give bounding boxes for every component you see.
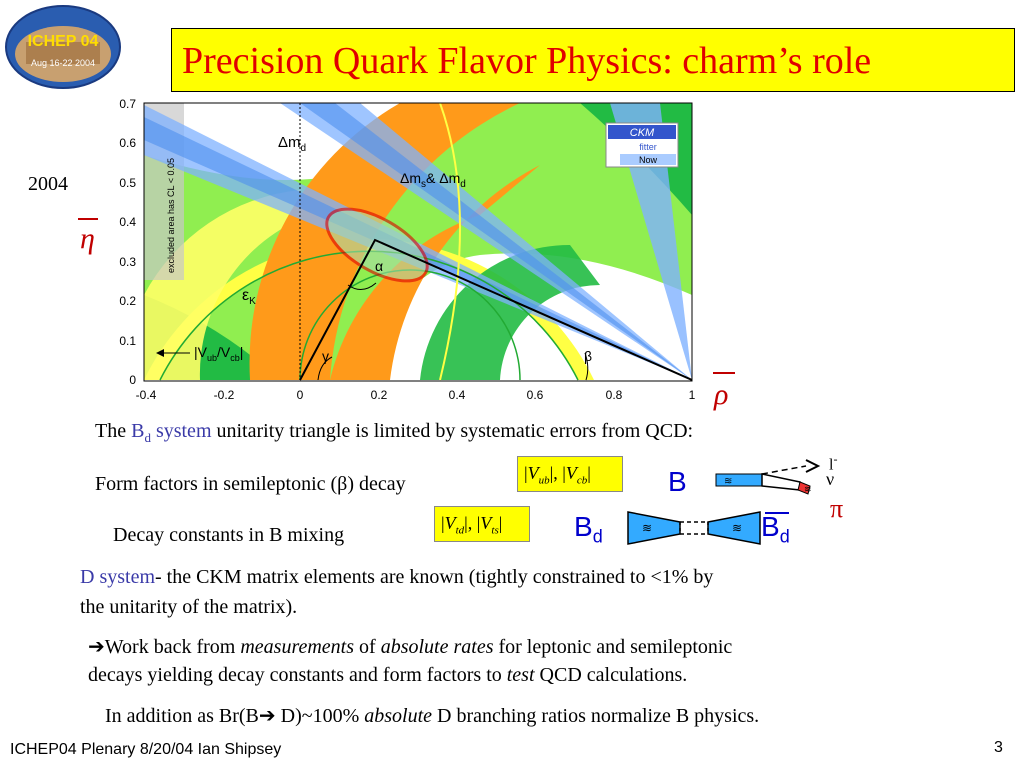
- page-number: 3: [994, 739, 1003, 756]
- rho-bar: [713, 372, 735, 374]
- year-label: 2004: [28, 173, 68, 195]
- rho-symbol: ρ: [714, 378, 729, 411]
- slide-title: Precision Quark Flavor Physics: charm’s …: [182, 40, 872, 82]
- neutrino-symbol: ν: [826, 469, 835, 489]
- label-dms-amp: & Δm: [426, 170, 460, 186]
- label-dms: Δm: [400, 170, 421, 186]
- x-tick-5: 0.6: [527, 388, 544, 402]
- ichep-logo: ICHEP 04 Aug 16-22 2004: [4, 4, 122, 90]
- mixing-diagram: ≋ ≋: [627, 511, 761, 545]
- x-tick-7: 1: [689, 388, 696, 402]
- x-tick-4: 0.4: [449, 388, 466, 402]
- semileptonic-diagram: ≋ ≋: [715, 459, 821, 495]
- eta-symbol: η: [80, 222, 95, 255]
- x-tick-3: 0.2: [371, 388, 388, 402]
- label-eps: ε: [242, 287, 249, 304]
- eta-bar: [78, 218, 98, 220]
- footer-text: ICHEP04 Plenary 8/20/04 Ian Shipsey: [10, 741, 282, 758]
- ckmfitter-legend: CKM fitter Now: [605, 122, 679, 168]
- x-tick-6: 0.8: [606, 388, 623, 402]
- y-tick-3: 0.3: [119, 255, 136, 269]
- svg-text:≋: ≋: [642, 521, 652, 535]
- label-vub-mid: /V: [217, 344, 231, 360]
- label-dms-sub1: s: [421, 179, 426, 190]
- svg-text:Δmd: Δmd: [278, 134, 306, 154]
- y-tick-5: 0.5: [119, 176, 136, 190]
- formula-vtd-vts: |Vtd|, |Vts|: [434, 506, 530, 542]
- logo-name: ICHEP 04: [28, 33, 99, 50]
- label-gamma: γ: [322, 348, 329, 364]
- label-dmd-sub: d: [301, 143, 307, 154]
- work-back-line2: decays yielding decay constants and form…: [88, 664, 688, 686]
- y-tick-4: 0.4: [119, 215, 136, 229]
- label-vub: |V: [194, 344, 208, 360]
- label-dmd: Δm: [278, 134, 301, 151]
- svg-text:Δms& Δmd: Δms& Δmd: [400, 170, 466, 190]
- d-system-line1: D system- the CKM matrix elements are kn…: [80, 566, 714, 588]
- label-vub-sub1: ub: [207, 353, 217, 363]
- legend-ckm: CKM: [630, 127, 655, 139]
- svg-text:εK: εK: [242, 287, 256, 307]
- label-vub-sub2: cb: [230, 353, 240, 363]
- line-form-factors: Form factors in semileptonic (β) decay: [95, 473, 406, 495]
- line-bd-system: The Bd system unitarity triangle is limi…: [95, 420, 694, 445]
- bd-bar-line: [765, 512, 789, 514]
- label-alpha: α: [375, 258, 383, 274]
- x-tick-0: -0.4: [136, 388, 157, 402]
- formula-vub-vcb: |Vub|, |Vcb|: [517, 456, 623, 492]
- title-box: Precision Quark Flavor Physics: charm’s …: [171, 28, 1015, 92]
- legend-fitter: fitter: [639, 142, 657, 152]
- label-dms-sub2: d: [460, 179, 466, 190]
- y-tick-1: 0.1: [119, 334, 136, 348]
- y-tick-2: 0.2: [119, 294, 136, 308]
- line-decay-constants: Decay constants in B mixing: [113, 524, 345, 546]
- label-excluded: excluded area has CL < 0.05: [166, 158, 176, 273]
- y-tick-7: 0.7: [119, 97, 136, 111]
- label-vub-end: |: [240, 344, 244, 360]
- label-eps-sub: K: [249, 296, 256, 307]
- svg-text:≋: ≋: [724, 476, 732, 487]
- in-addition-line: In addition as Br(B➔ D)~100% absolute D …: [105, 705, 760, 727]
- lepton-symbol: l-: [829, 452, 838, 474]
- diagram-b-label: B: [668, 466, 687, 497]
- svg-text:≋: ≋: [732, 521, 742, 535]
- y-tick-6: 0.6: [119, 136, 136, 150]
- y-tick-0: 0: [129, 373, 136, 387]
- label-beta: β: [584, 348, 592, 364]
- diagram-bdbar-label: Bd: [761, 511, 790, 547]
- logo-sub: Aug 16-22 2004: [31, 58, 95, 68]
- d-system-line2: the unitarity of the matrix).: [80, 596, 298, 618]
- svg-text:≋: ≋: [804, 484, 812, 494]
- pion-symbol: π: [830, 494, 844, 523]
- legend-now: Now: [639, 155, 658, 165]
- x-tick-2: 0: [297, 388, 304, 402]
- work-back-line1: ➔Work back from measurements of absolute…: [88, 636, 733, 658]
- diagram-bd-label: Bd: [574, 511, 603, 547]
- ckm-plot: 0 0.1 0.2 0.3 0.4 0.5 0.6 0.7 -0.4 -0.2 …: [119, 97, 696, 402]
- x-tick-1: -0.2: [214, 388, 235, 402]
- svg-text:|Vub/Vcb|: |Vub/Vcb|: [194, 344, 243, 363]
